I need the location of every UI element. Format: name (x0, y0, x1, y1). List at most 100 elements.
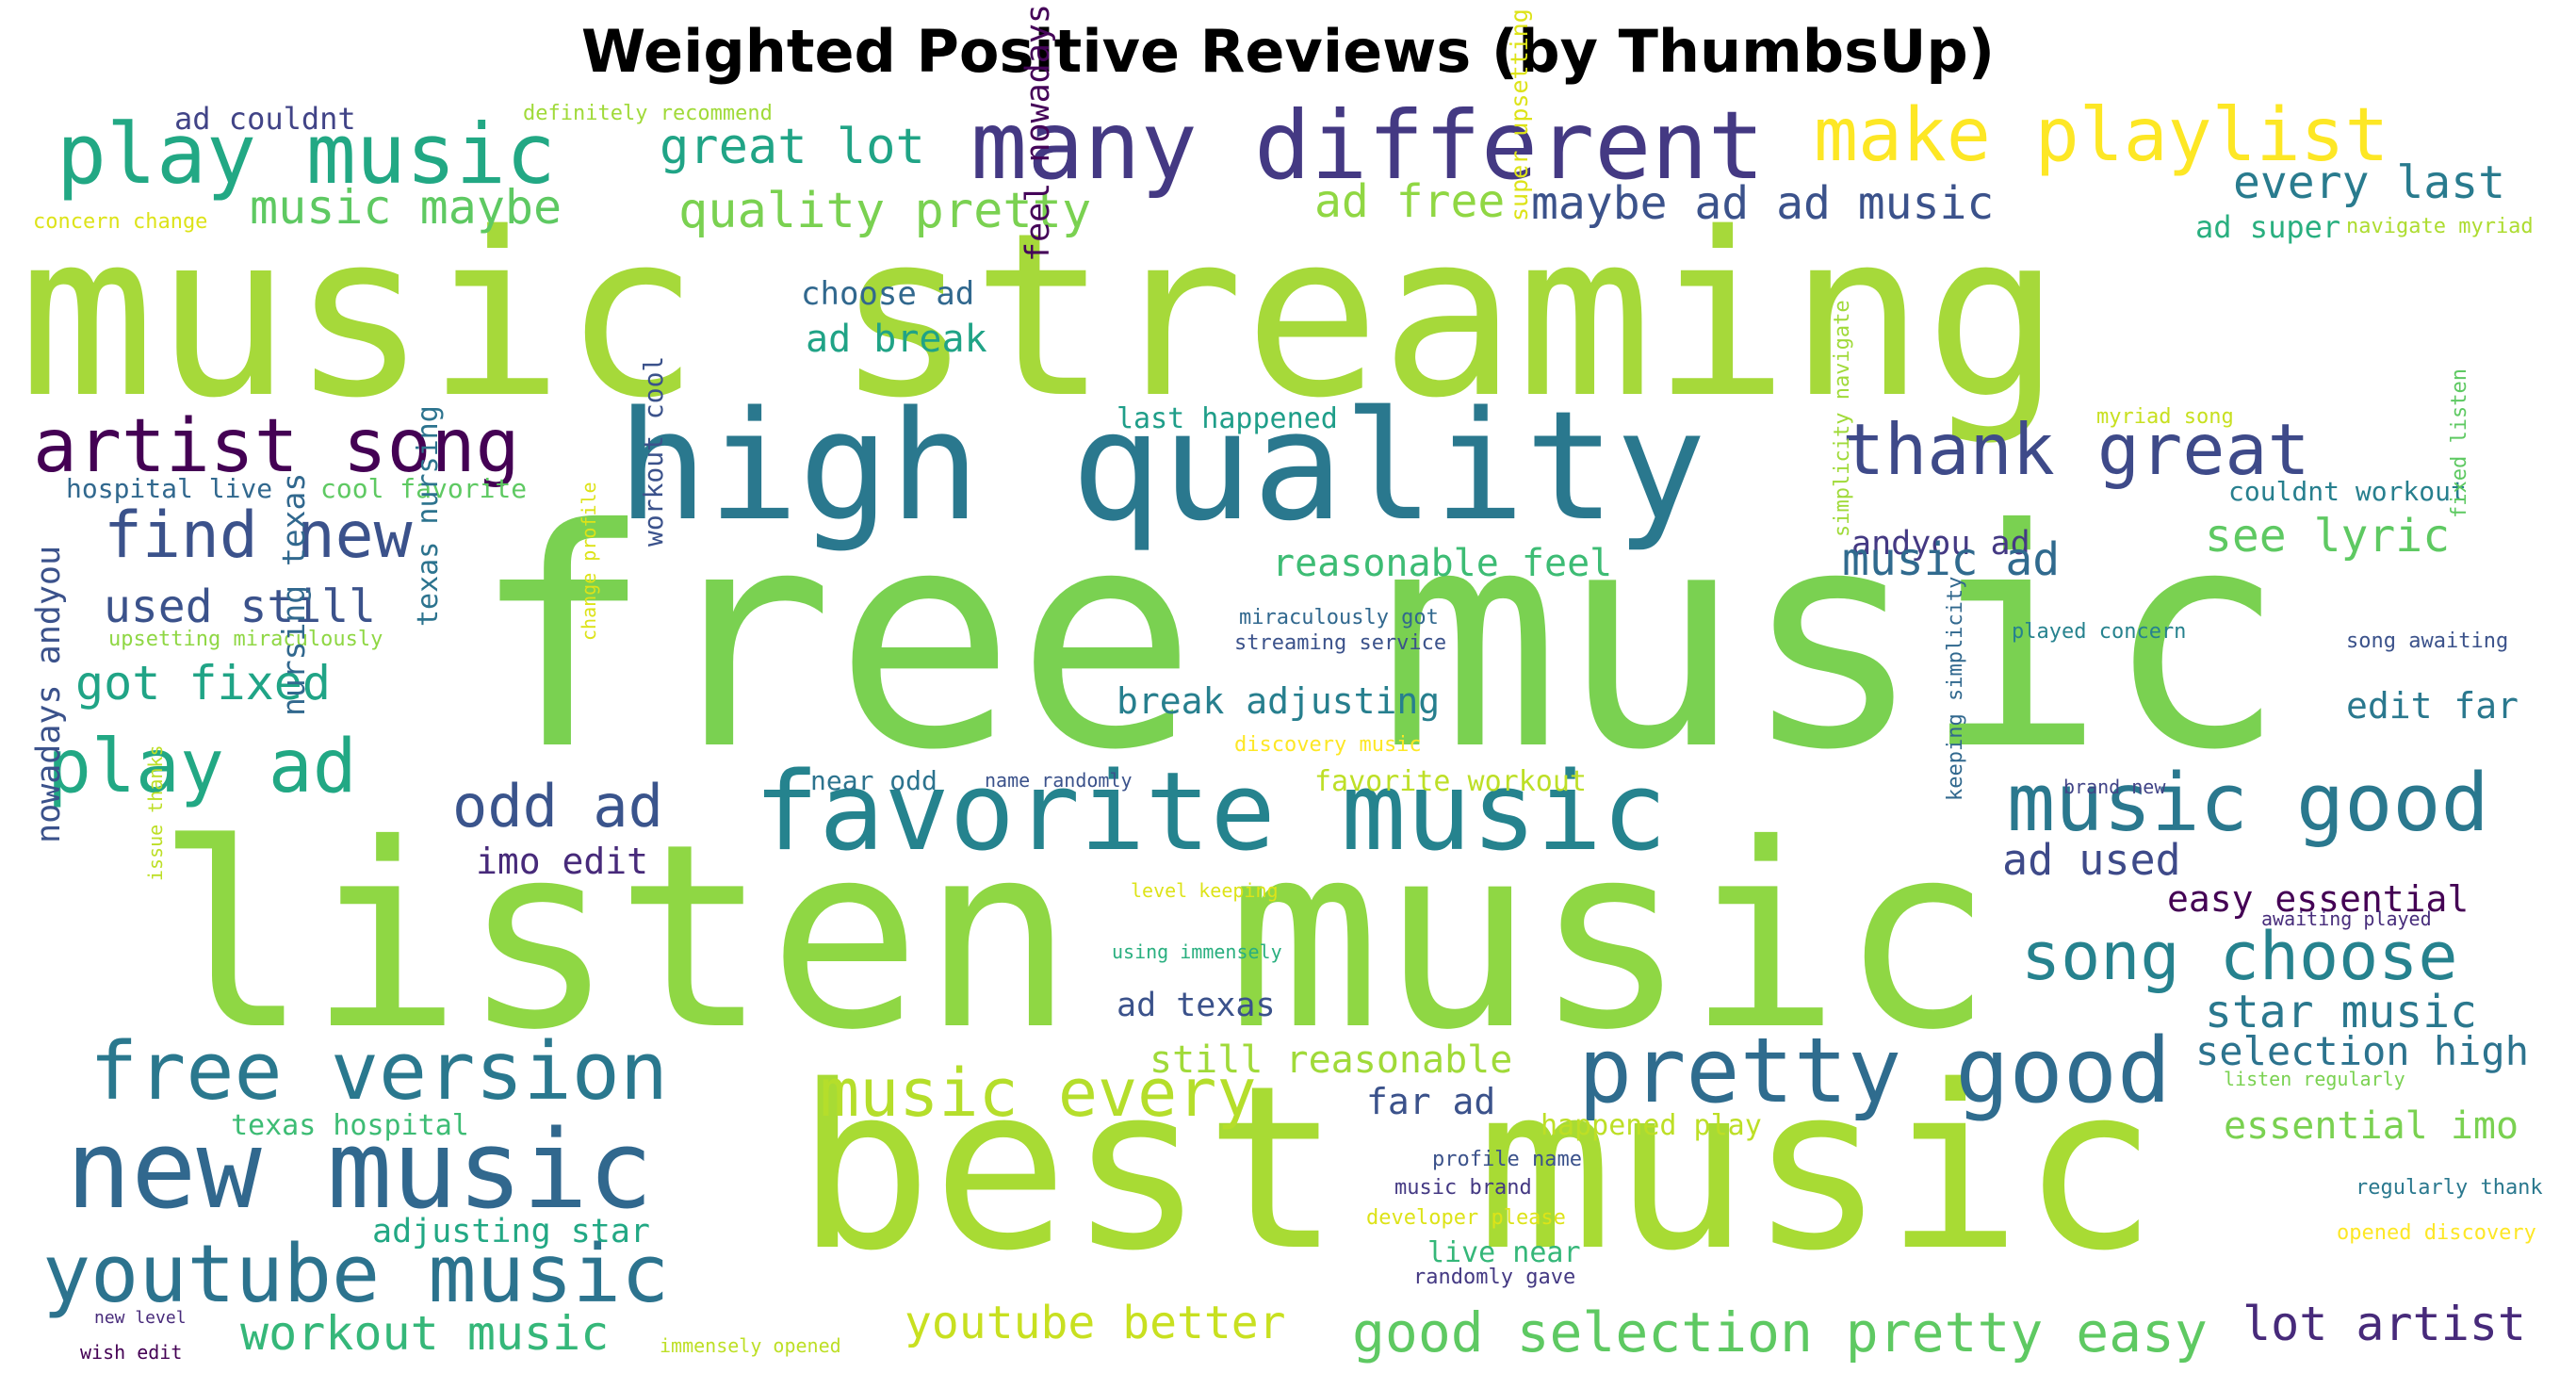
cloud-word: essential imo (2224, 1104, 2519, 1148)
cloud-word: far ad (1366, 1081, 1496, 1122)
cloud-word: myriad song (2096, 405, 2234, 429)
cloud-word: music ad (1842, 533, 2061, 586)
cloud-word: concern change (33, 210, 208, 234)
cloud-word: music brand (1394, 1176, 1532, 1200)
cloud-word: awaiting played (2261, 907, 2432, 930)
cloud-word: song awaiting (2346, 629, 2509, 653)
cloud-word: ad free (1314, 175, 1506, 228)
cloud-word: upsetting miraculously (108, 628, 383, 651)
cloud-word: using immensely (1112, 940, 1282, 963)
cloud-word: keeping simplicity (1944, 576, 1967, 801)
cloud-word: play music (57, 106, 556, 203)
cloud-word: opened discovery (2337, 1221, 2536, 1245)
cloud-word: miraculously got (1239, 606, 1439, 629)
cloud-word: many different (970, 90, 1765, 201)
cloud-word: change profile (578, 482, 600, 641)
cloud-word: make playlist (1814, 93, 2389, 178)
cloud-word: good selection pretty easy (1352, 1300, 2208, 1364)
cloud-word: play ad (47, 725, 357, 809)
cloud-word: youtube music (42, 1228, 670, 1321)
cloud-word: happened play (1541, 1109, 1762, 1142)
cloud-word: pretty good (1578, 1020, 2172, 1123)
cloud-word: fixed listen (2448, 368, 2471, 518)
cloud-word: edit far (2346, 685, 2519, 727)
cloud-word: artist song (33, 404, 520, 489)
cloud-word: discovery music (1234, 733, 1422, 757)
cloud-word: super upsetting (1506, 8, 1533, 221)
cloud-word: texas nursing (412, 405, 445, 627)
cloud-word: hospital live (66, 473, 273, 504)
cloud-word: cool favorite (320, 473, 528, 504)
cloud-word: got fixed (75, 656, 331, 711)
cloud-word: profile name (1432, 1148, 1582, 1171)
cloud-word: workout cool (638, 355, 669, 547)
cloud-word: ad couldnt (174, 101, 356, 137)
cloud-word: thank great (1842, 408, 2310, 491)
cloud-word: level keeping (1131, 879, 1279, 902)
cloud-word: odd ad (452, 772, 663, 841)
cloud-word: still reasonable (1149, 1038, 1513, 1082)
cloud-word: star music (2205, 986, 2477, 1038)
cloud-word: quality pretty (678, 183, 1092, 239)
cloud-word: simplicity navigate (1831, 300, 1854, 537)
cloud-word: great lot (660, 119, 925, 175)
cloud-word: favorite workout (1314, 765, 1587, 798)
cloud-word: new level (94, 1308, 187, 1328)
cloud-word: music streaming (19, 184, 2062, 448)
cloud-word: listen regularly (2224, 1068, 2405, 1090)
cloud-word: ad super (2195, 209, 2341, 245)
cloud-word: name randomly (985, 769, 1133, 792)
cloud-word: break adjusting (1117, 680, 1441, 722)
cloud-word: feel nowadays (1019, 4, 1057, 262)
cloud-word: nowadays andyou (30, 545, 68, 843)
cloud-word: streaming service (1234, 631, 1447, 655)
cloud-word: maybe ad ad music (1531, 177, 1995, 230)
cloud-word: selection high (2195, 1028, 2530, 1074)
cloud-word: ad texas (1117, 987, 1276, 1024)
cloud-word: free music (471, 466, 2287, 816)
cloud-word: youtube better (905, 1297, 1286, 1349)
cloud-word: reasonable feel (1272, 542, 1613, 585)
cloud-word: find new (104, 498, 413, 573)
cloud-word: definitely recommend (523, 102, 773, 125)
cloud-word: workout music (240, 1306, 610, 1361)
cloud-word: randomly gave (1413, 1266, 1576, 1289)
cloud-word: developer please (1366, 1206, 1566, 1230)
cloud-word: adjusting star (372, 1213, 651, 1250)
cloud-word: wish edit (80, 1341, 183, 1364)
cloud-word: every last (2233, 156, 2505, 209)
cloud-word: imo edit (476, 841, 649, 882)
cloud-word: navigate myriad (2346, 215, 2534, 238)
cloud-word: lot artist (2242, 1297, 2527, 1351)
cloud-word: music every (820, 1054, 1257, 1132)
cloud-word: favorite music (754, 749, 1668, 875)
cloud-word: high quality (617, 378, 1706, 554)
cloud-word: best music (796, 1037, 2158, 1300)
cloud-word: issue thanks (144, 744, 167, 882)
chart-title: Weighted Positive Reviews (by ThumbsUp) (580, 17, 1996, 86)
cloud-word: new music (66, 1107, 654, 1234)
cloud-word: free version (90, 1025, 669, 1119)
cloud-word: listen music (155, 789, 1994, 1086)
cloud-word: near odd (810, 765, 937, 796)
cloud-word: see lyric (2205, 510, 2451, 563)
cloud-word: andyou ad (1851, 525, 2030, 563)
cloud-word: live near (1427, 1236, 1581, 1269)
cloud-word: couldnt workout (2228, 476, 2467, 507)
cloud-word: easy essential (2167, 878, 2470, 920)
cloud-word: choose ad (801, 275, 975, 313)
cloud-word: music maybe (250, 180, 562, 235)
cloud-word: texas hospital (231, 1109, 469, 1142)
cloud-word: played concern (2012, 620, 2187, 644)
cloud-word: regularly thank (2356, 1176, 2543, 1200)
cloud-word: nursing texas (275, 472, 312, 716)
cloud-word: brand new (2063, 776, 2166, 798)
cloud-word: used still (104, 580, 376, 633)
cloud-word: song choose (2021, 918, 2458, 995)
cloud-word: ad break (806, 318, 987, 361)
cloud-word: last happened (1117, 402, 1338, 435)
cloud-word: music good (2007, 757, 2489, 850)
cloud-word: immensely opened (660, 1334, 841, 1357)
cloud-word: ad used (2002, 835, 2181, 885)
